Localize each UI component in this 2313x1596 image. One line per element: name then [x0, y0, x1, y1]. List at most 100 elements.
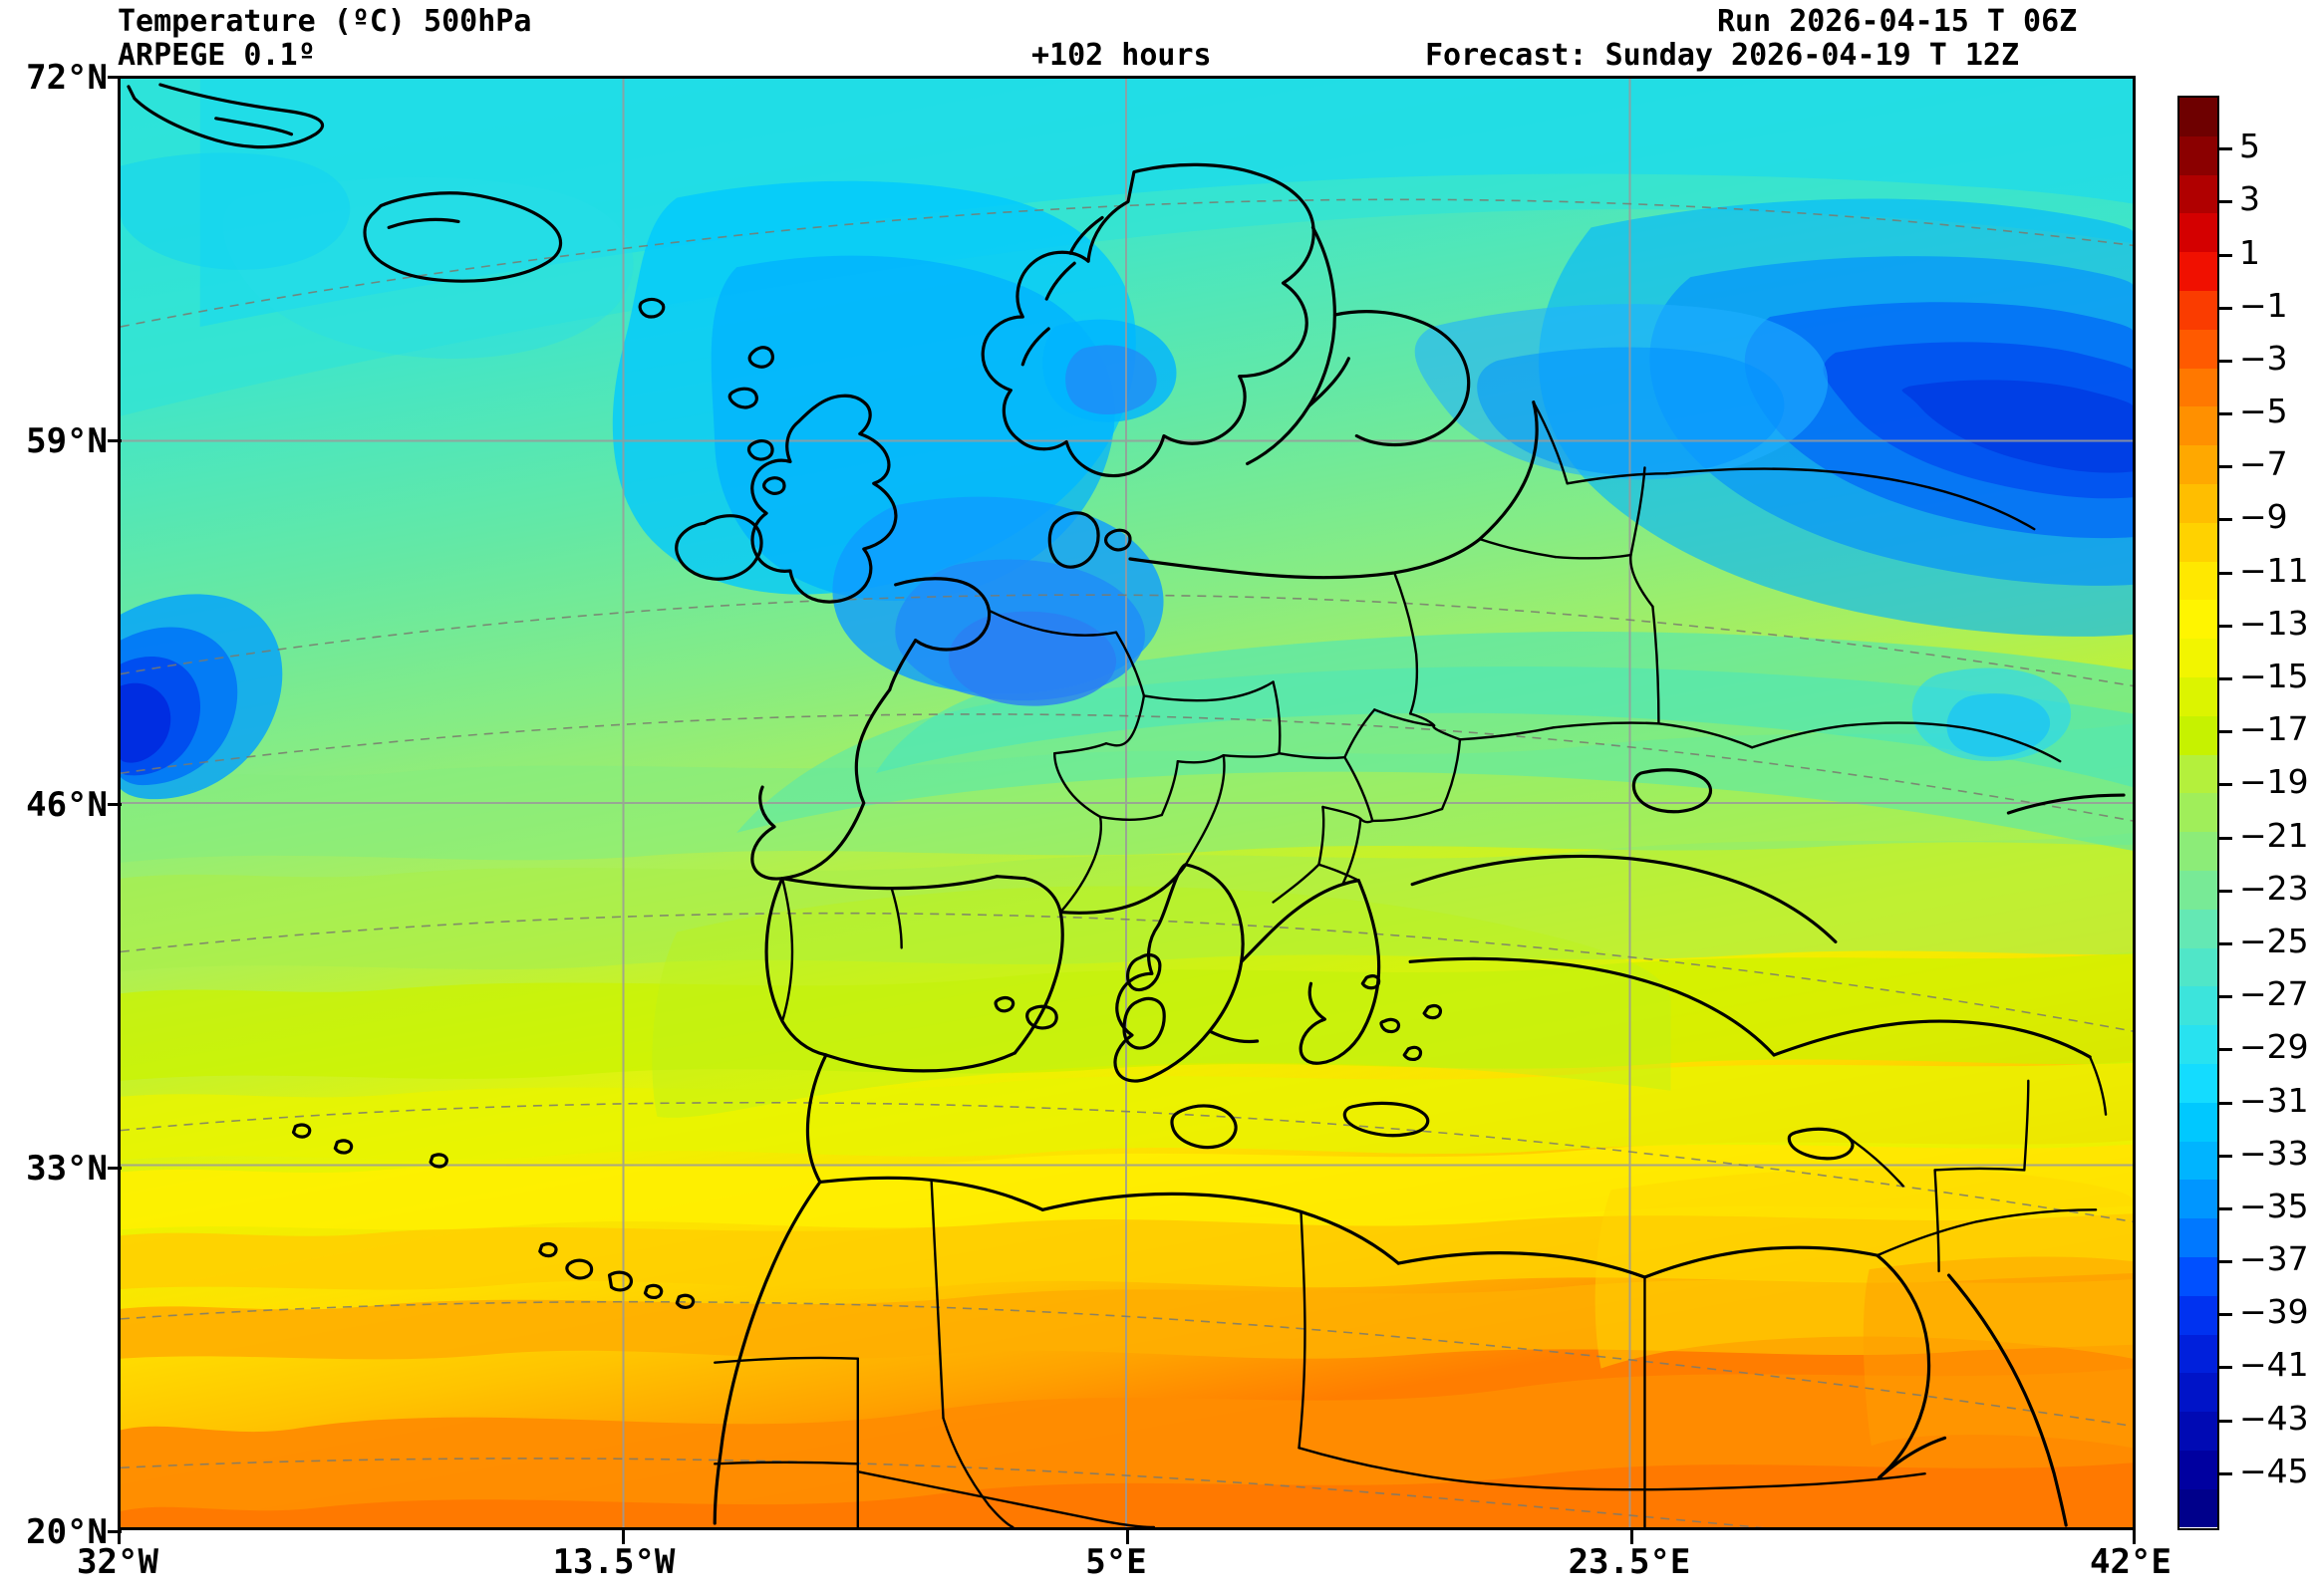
colorbar-band	[2179, 1412, 2217, 1451]
colorbar-band	[2179, 1141, 2217, 1181]
colorbar-tick-mark	[2219, 1206, 2232, 1210]
colorbar-tick-label: −45	[2239, 1451, 2309, 1490]
colorbar-tick-mark	[2219, 359, 2232, 363]
run-timestamp-label: Run 2026-04-15 T 06Z	[1717, 4, 2078, 39]
colorbar-tick-mark	[2219, 200, 2232, 204]
colorbar-band	[2179, 947, 2217, 987]
lead-time-label: +102 hours	[1031, 38, 1212, 73]
x-tick-label: 23.5°E	[1568, 1542, 1691, 1582]
colorbar-tick-mark	[2219, 518, 2232, 522]
y-tick-mark	[108, 1167, 122, 1170]
colorbar-tick-label: −1	[2239, 285, 2288, 325]
model-label: ARPEGE 0.1º	[118, 38, 316, 73]
political-borders	[714, 400, 2108, 1527]
colorbar-band	[2179, 368, 2217, 407]
colorbar-tick-label: −41	[2239, 1345, 2309, 1385]
colorbar-tick-label: −17	[2239, 709, 2309, 749]
colorbar-tick-label: −9	[2239, 497, 2288, 537]
colorbar-tick-label: −3	[2239, 338, 2288, 378]
colorbar-tick-label: −33	[2239, 1133, 2309, 1173]
colorbar-tick-label: −27	[2239, 974, 2309, 1014]
colorbar-tick-mark	[2219, 465, 2232, 469]
x-tick-mark	[622, 1530, 625, 1544]
colorbar-band	[2179, 174, 2217, 214]
colorbar-band	[2179, 1256, 2217, 1296]
x-tick-mark	[1630, 1530, 1633, 1544]
colorbar-band	[2179, 676, 2217, 716]
y-tick-mark	[108, 803, 122, 806]
colorbar-tick-label: 5	[2239, 127, 2260, 166]
colorbar-band	[2179, 1334, 2217, 1374]
colorbar-tick-mark	[2219, 306, 2232, 310]
colorbar-tick-label: −15	[2239, 657, 2309, 696]
colorbar-tick-label: −11	[2239, 550, 2309, 590]
colorbar-tick-label: −35	[2239, 1186, 2309, 1225]
y-tick-label: 46°N	[26, 785, 108, 825]
y-tick-mark	[108, 76, 122, 79]
colorbar-tick-mark	[2219, 1313, 2232, 1317]
colorbar-tick-label: 1	[2239, 232, 2260, 272]
colorbar-tick-mark	[2219, 836, 2232, 840]
colorbar-tick-mark	[2219, 1154, 2232, 1158]
colorbar-tick-mark	[2219, 677, 2232, 681]
temperature-field-svg	[121, 79, 2133, 1527]
y-tick-label: 33°N	[26, 1149, 108, 1189]
x-tick-label: 5°E	[1085, 1542, 1147, 1582]
colorbar-tick-mark	[2219, 889, 2232, 893]
colorbar-tick-mark	[2219, 1260, 2232, 1264]
colorbar-tick-mark	[2219, 941, 2232, 945]
colorbar-tick-label: −43	[2239, 1398, 2309, 1438]
colorbar-band	[2179, 1218, 2217, 1257]
colorbar-band	[2179, 406, 2217, 446]
colorbar-band	[2179, 1450, 2217, 1489]
colorbar-band	[2179, 1025, 2217, 1064]
colorbar-band	[2179, 909, 2217, 948]
colorbar-band	[2179, 1180, 2217, 1219]
colorbar-tick-label: −21	[2239, 815, 2309, 855]
colorbar-tick-label: −19	[2239, 762, 2309, 802]
colorbar-band	[2179, 793, 2217, 833]
colorbar-band	[2179, 1373, 2217, 1413]
graticule	[121, 79, 2133, 1527]
colorbar-band	[2179, 1063, 2217, 1103]
colorbar-band	[2179, 135, 2217, 175]
y-tick-label: 20°N	[26, 1512, 108, 1552]
x-tick-label: 13.5°W	[552, 1542, 676, 1582]
colorbar-band	[2179, 213, 2217, 253]
y-tick-mark	[108, 1530, 122, 1533]
colorbar-band	[2179, 290, 2217, 330]
colorbar-tick-mark	[2219, 1101, 2232, 1105]
colorbar-band	[2179, 98, 2217, 136]
colorbar-band	[2179, 832, 2217, 871]
colorbar-tick-label: −29	[2239, 1027, 2309, 1067]
colorbar-band	[2179, 715, 2217, 755]
colorbar-tick-mark	[2219, 253, 2232, 257]
colorbar-tick-mark	[2219, 1419, 2232, 1423]
colorbar-band	[2179, 639, 2217, 677]
x-tick-mark	[118, 1530, 121, 1544]
colorbar-tick-label: −31	[2239, 1080, 2309, 1120]
colorbar-tick-label: −5	[2239, 392, 2288, 431]
colorbar-tick-label: 3	[2239, 179, 2260, 219]
colorbar-tick-mark	[2219, 783, 2232, 787]
colorbar-tick-label: −25	[2239, 921, 2309, 960]
colorbar-tick-mark	[2219, 147, 2232, 151]
colorbar-tick-label: −7	[2239, 444, 2288, 484]
colorbar-band	[2179, 1488, 2217, 1528]
map-plot-area	[118, 76, 2136, 1530]
colorbar-band	[2179, 561, 2217, 601]
colorbar-tick-mark	[2219, 995, 2232, 999]
colorbar-band	[2179, 252, 2217, 291]
colorbar-tick-mark	[2219, 412, 2232, 416]
colorbar-band	[2179, 754, 2217, 794]
colorbar-band	[2179, 1295, 2217, 1335]
colorbar-band	[2179, 870, 2217, 910]
colorbar-band	[2179, 986, 2217, 1026]
chart-title: Temperature (ºC) 500hPa	[118, 4, 532, 39]
forecast-valid-label: Forecast: Sunday 2026-04-19 T 12Z	[1425, 38, 2020, 73]
colorbar-tick-mark	[2219, 571, 2232, 575]
colorbar	[2177, 96, 2219, 1530]
colorbar-tick-label: −23	[2239, 868, 2309, 908]
colorbar-band	[2179, 445, 2217, 484]
colorbar-band	[2179, 1102, 2217, 1142]
